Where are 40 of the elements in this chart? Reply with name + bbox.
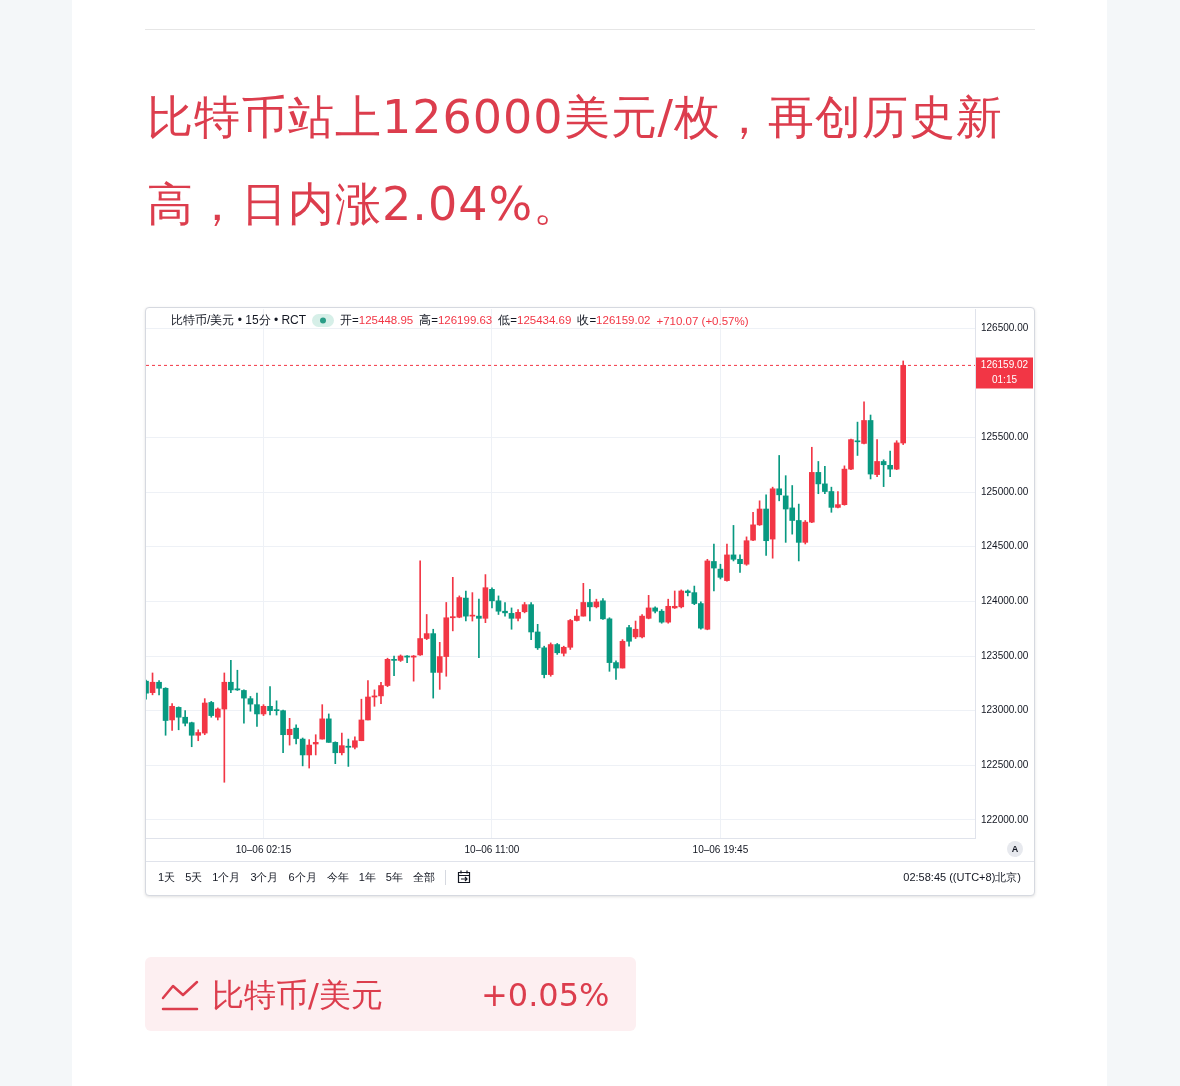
text: 01:15: [991, 374, 1018, 386]
y-tick-label: 124500.00: [981, 540, 1029, 552]
candlestick: [312, 734, 319, 756]
range-label: 3个月: [250, 869, 279, 885]
y-tick-label: 125500.00: [981, 431, 1029, 443]
range-label: 1个月: [212, 869, 241, 885]
x-tick-label: 10–06 19:45: [692, 843, 749, 855]
y-tick-label: 123500.00: [981, 649, 1029, 661]
y-tick-label: 124000.00: [981, 595, 1029, 607]
range-label: 6个月: [288, 869, 317, 885]
y-tick-label: 122000.00: [981, 813, 1029, 825]
ref-line-label: 126159.02: [980, 359, 1029, 371]
annotation: 开=125448.95: [340, 313, 414, 328]
annotation: 低=125434.69: [498, 313, 572, 328]
candlestick: [587, 589, 593, 622]
candlestick: [476, 598, 482, 658]
candlestick: [711, 543, 717, 592]
chart-subtitle: 比特币/美元 • 15分 • RCT: [171, 312, 307, 329]
candlestick: [776, 455, 782, 502]
candlestick: [391, 655, 397, 677]
range-label: 1年: [358, 869, 376, 885]
range-label: 今年: [326, 869, 349, 885]
range-label: 全部: [412, 869, 435, 885]
annotation: +710.07 (+0.57%): [656, 314, 749, 327]
annotation: 高=126199.63: [419, 313, 493, 328]
range-label: 5年: [385, 869, 403, 885]
candlestick: [887, 450, 893, 478]
text: 02:58:45 ((UTC+8)北京): [903, 869, 1021, 885]
y-tick-label: 122500.00: [981, 759, 1029, 771]
y-tick-label: 123000.00: [981, 704, 1029, 716]
y-tick-label: 126500.00: [981, 321, 1029, 333]
x-tick-label: 10–06 02:15: [235, 843, 292, 855]
quote-card: 比特币/美元 +0.05%: [145, 957, 636, 1031]
candlestick: [241, 689, 247, 724]
range-label: 1天: [158, 869, 176, 885]
annotation: 收=126159.02: [577, 313, 651, 328]
y-tick-label: 125000.00: [981, 485, 1029, 497]
chart-title: 比特币站上126000美元/枚，再创历史新高，日内涨2.04%。: [147, 89, 1005, 233]
x-tick-label: 10–06 11:00: [464, 843, 520, 855]
range-label: 5天: [185, 869, 203, 885]
